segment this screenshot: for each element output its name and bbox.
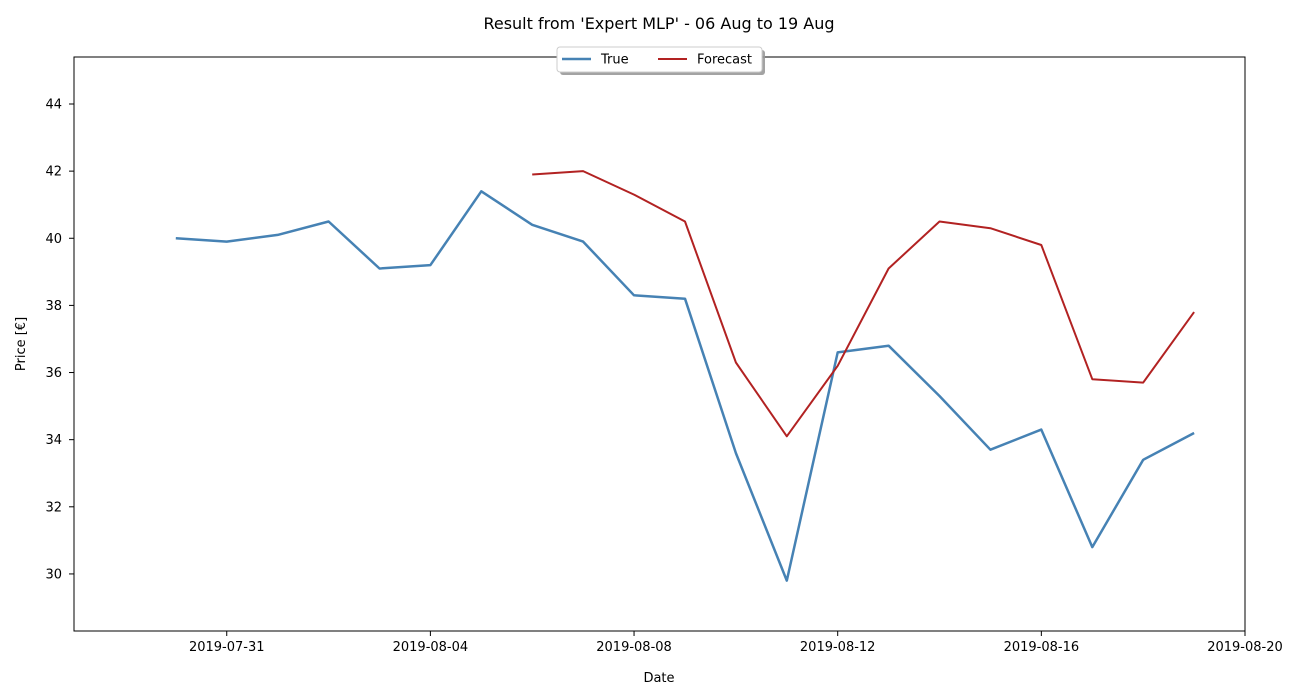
y-tick-label: 38 [45,299,62,314]
y-axis-label: Price [€] [14,317,29,371]
x-tick-label: 2019-08-08 [596,640,672,655]
axes-frame [73,56,1246,632]
legend-label-forecast: Forecast [697,53,752,68]
x-tick-label: 2019-08-20 [1207,640,1283,655]
plot-area: 2019-07-31 2019-08-04 2019-08-08 2019-08-12… [45,56,1283,655]
series-line-true [175,190,1195,582]
x-tick-label: 2019-08-16 [1004,640,1080,655]
y-tick-label: 34 [45,433,62,448]
y-tick-label: 44 [45,97,62,112]
x-tick-label: 2019-08-12 [800,640,876,655]
x-tick-label: 2019-08-04 [393,640,469,655]
x-axis-label: Date [643,671,674,686]
legend: True Forecast [556,46,765,75]
series-line-forecast [532,170,1195,438]
y-tick-label: 40 [45,232,62,247]
x-tick-label: 2019-07-31 [189,640,265,655]
y-tick-label: 32 [45,500,62,515]
legend-label-true: True [600,53,629,68]
chart-title: Result from 'Expert MLP' - 06 Aug to 19 … [483,14,834,33]
y-tick-label: 36 [45,366,62,381]
y-tick-label: 30 [45,567,62,582]
y-tick-label: 42 [45,165,62,180]
